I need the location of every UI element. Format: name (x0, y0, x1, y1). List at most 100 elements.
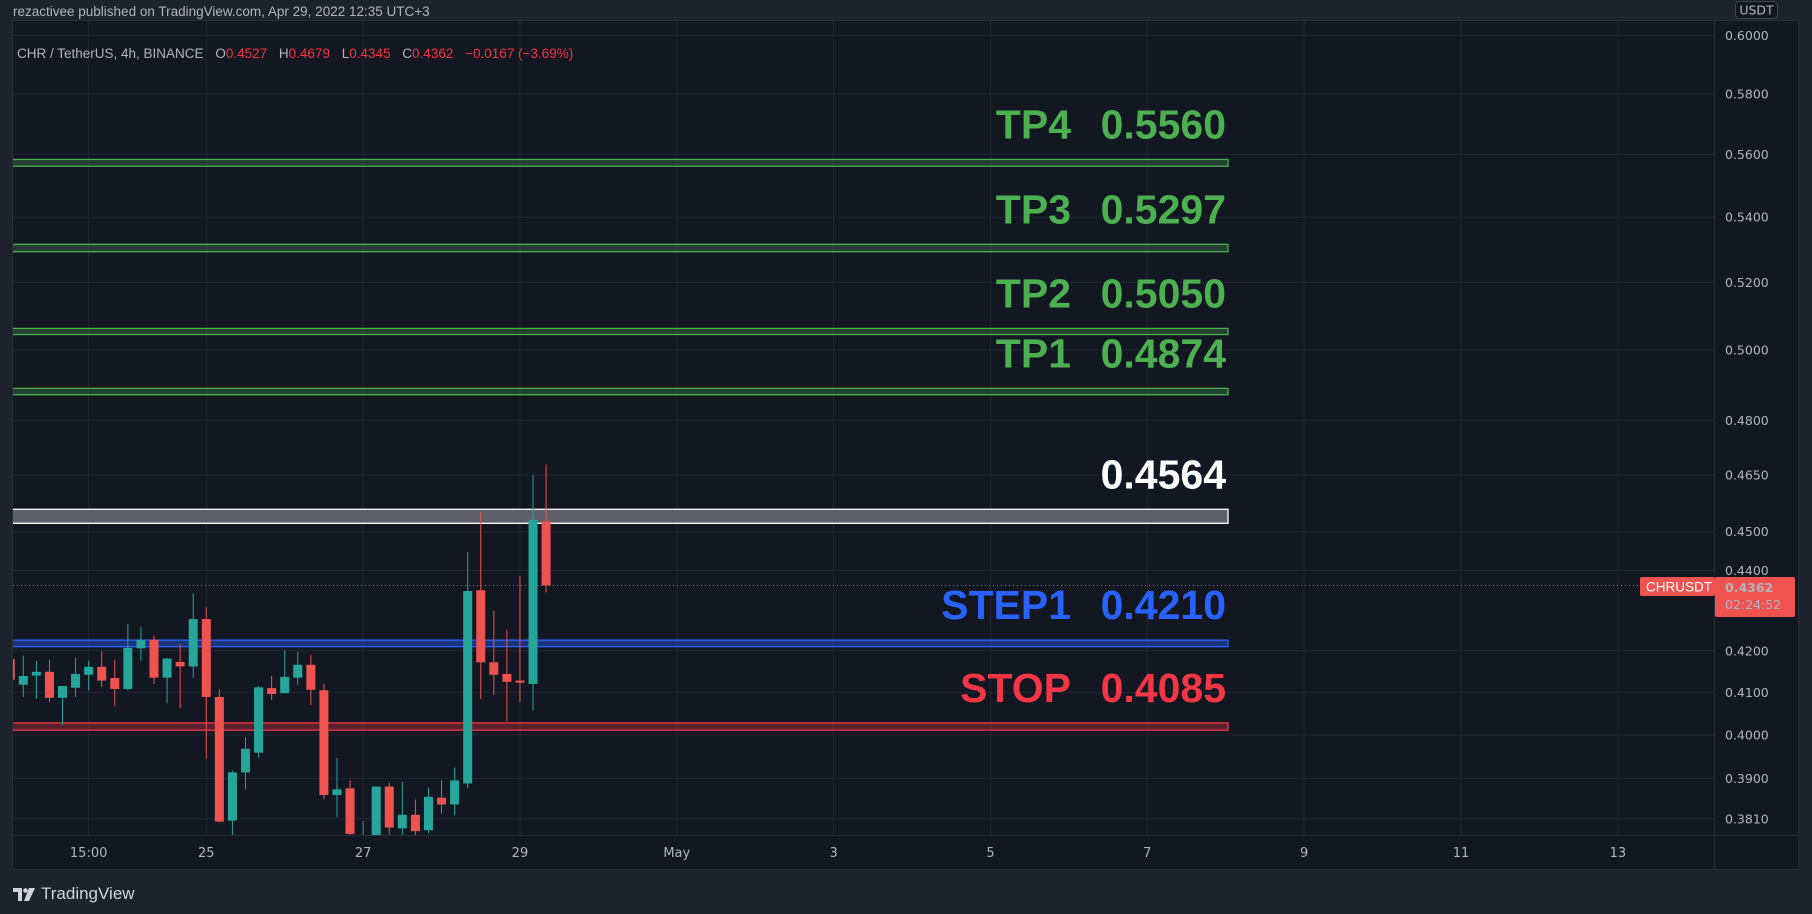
candle (384, 782, 394, 835)
candle-body (18, 675, 28, 685)
candle (44, 659, 54, 703)
candle-body (345, 788, 355, 834)
currency-label: USDT (1739, 3, 1774, 18)
level-name: TP4 (996, 101, 1071, 147)
candle-body (214, 696, 224, 822)
candle (541, 464, 551, 593)
candle (254, 686, 264, 758)
candle-body (175, 661, 185, 667)
level-value: 0.4874 (1101, 330, 1227, 376)
candle (267, 675, 277, 700)
svg-text:CHR / TetherUS, 4h, BINANCE: CHR / TetherUS, 4h, BINANCE O0.4527 H0.4… (17, 46, 573, 61)
level-value: 0.5297 (1101, 186, 1226, 232)
price-tick-label: 0.3810 (1725, 811, 1769, 826)
candle-body (280, 676, 290, 694)
candle (345, 780, 355, 835)
level-zone-tp2[interactable] (11, 327, 1229, 336)
candle (332, 757, 342, 818)
level-zone-stop[interactable] (11, 722, 1229, 731)
candle-body (31, 671, 41, 676)
candle-body (188, 619, 198, 667)
candle (31, 660, 41, 700)
level-name: STEP1 (941, 582, 1071, 628)
candle (162, 657, 172, 704)
candle-body (437, 797, 447, 805)
price-tick-label: 0.4400 (1725, 563, 1769, 578)
price-tick-label: 0.5200 (1725, 275, 1769, 290)
level-zone-tp4[interactable] (11, 158, 1229, 167)
candle-body (201, 619, 211, 697)
candle-body (319, 690, 329, 796)
legend-symbol: CHR / TetherUS, 4h, BINANCE (17, 46, 204, 61)
candle (362, 821, 364, 835)
level-zone-tp1[interactable] (11, 387, 1229, 396)
level-name: TP2 (996, 270, 1071, 316)
candle-body (541, 521, 551, 586)
candle (188, 593, 198, 678)
time-tick-label: 11 (1453, 846, 1470, 861)
price-tick-label: 0.5600 (1725, 147, 1769, 162)
candle-body (423, 796, 433, 831)
candle (476, 511, 486, 700)
candle-body (254, 687, 264, 753)
level-value: 0.5560 (1101, 101, 1226, 147)
candle (97, 651, 107, 687)
time-tick-label: 25 (198, 846, 215, 861)
candle (58, 686, 68, 726)
candle (227, 770, 237, 835)
price-tick-label: 0.4100 (1725, 685, 1769, 700)
legend-low-label: L (342, 46, 350, 61)
publish-attribution: rezactivee published on TradingView.com,… (13, 4, 430, 19)
tradingview-logo-icon (13, 887, 35, 901)
candle (293, 651, 303, 685)
candle (71, 657, 81, 697)
candle (18, 655, 28, 697)
price-tick-label: 0.4650 (1725, 468, 1769, 483)
candle-body (332, 789, 342, 796)
legend-open: 0.4527 (226, 46, 267, 61)
candle (240, 737, 250, 790)
candles (13, 464, 551, 835)
candle (149, 635, 159, 684)
candle (528, 475, 538, 711)
bar-countdown: 02:24:52 (1725, 597, 1781, 612)
level-value: 0.4085 (1101, 665, 1226, 711)
candle (463, 552, 473, 789)
candle (371, 786, 381, 835)
last-price-badge: CHRUSDT 0.4362 02:24:52 (1640, 577, 1795, 617)
candle-body (84, 666, 94, 675)
time-axis[interactable]: 15:00 25 27 29 May 3 5 7 9 11 13 (70, 846, 1626, 861)
candle-body (410, 814, 420, 832)
candle-body (384, 786, 394, 828)
tradingview-logo[interactable]: TradingView (13, 884, 135, 904)
level-value: 0.5050 (1101, 270, 1226, 316)
candle (489, 610, 499, 695)
time-tick-label: 29 (512, 846, 529, 861)
level-zone-step1[interactable] (11, 639, 1229, 648)
grid (13, 21, 1714, 835)
chart-panel (12, 20, 1799, 870)
level-value: 0.4210 (1101, 582, 1226, 628)
candle (84, 660, 94, 691)
level-zone-tp3[interactable] (11, 243, 1229, 253)
candle (136, 627, 146, 661)
price-axis[interactable]: 0.6000 0.5800 0.5600 0.5400 0.5200 0.5000 0.48… (1725, 28, 1769, 826)
candle (397, 781, 407, 835)
candle-body (450, 780, 460, 805)
candle (175, 643, 185, 709)
candle-body (306, 664, 316, 690)
time-tick-label: May (663, 846, 690, 861)
candle-body (123, 647, 133, 689)
currency-badge[interactable]: USDT (1735, 1, 1778, 19)
price-tick-label: 0.5400 (1725, 210, 1769, 225)
level-zone-entry[interactable] (11, 508, 1229, 524)
legend: CHR / TetherUS, 4h, BINANCE O0.4527 H0.4… (17, 46, 573, 61)
candle (423, 787, 433, 834)
price-tick-label: 0.4800 (1725, 413, 1769, 428)
legend-low: 0.4345 (349, 46, 390, 61)
time-tick-label: 5 (986, 846, 994, 861)
candle-body (397, 814, 407, 829)
legend-high-label: H (279, 46, 289, 61)
price-tick-label: 0.4200 (1725, 643, 1769, 658)
